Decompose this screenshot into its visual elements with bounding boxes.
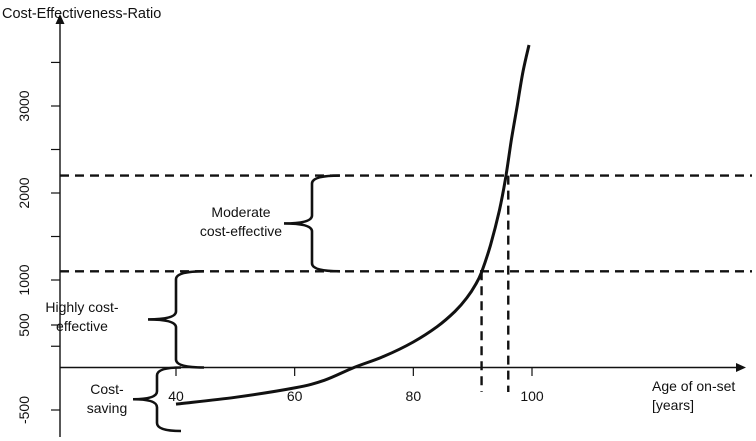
region-label: Highly cost-effective (14, 298, 150, 336)
region-label-line: Highly cost- (45, 299, 119, 315)
y-axis-arrow (55, 14, 65, 24)
region-label-line: saving (86, 400, 128, 416)
x-axis-title-line-1: Age of on-set (652, 378, 736, 394)
x-tick-label: 60 (286, 388, 303, 404)
y-tick-label: 2000 (16, 177, 32, 209)
region-label-line: effective (56, 318, 108, 334)
y-tick-label: 1000 (16, 264, 32, 296)
x-tick-label: 40 (168, 388, 184, 404)
region-label-line: Cost- (90, 381, 124, 397)
y-tick-label: -500 (16, 395, 32, 425)
x-axis-arrow (736, 363, 746, 372)
region-brace (132, 366, 182, 433)
region-label: Cost-saving (62, 380, 152, 418)
region-brace (283, 174, 341, 273)
cost-effectiveness-curve (175, 44, 531, 406)
region-label: Moderate cost-effective (176, 203, 306, 241)
chart-title: Cost-Effectiveness-Ratio (2, 6, 162, 22)
region-label-line: cost-effective (199, 223, 283, 239)
y-tick-label: 3000 (16, 90, 32, 122)
x-axis-title: Age of on-set [years] (652, 377, 735, 415)
region-label-line: Moderate (211, 204, 271, 220)
region-brace (147, 270, 205, 369)
x-tick-label: 100 (520, 388, 544, 404)
x-axis-title-line-2: [years] (652, 397, 695, 413)
x-tick-label: 80 (405, 388, 422, 404)
